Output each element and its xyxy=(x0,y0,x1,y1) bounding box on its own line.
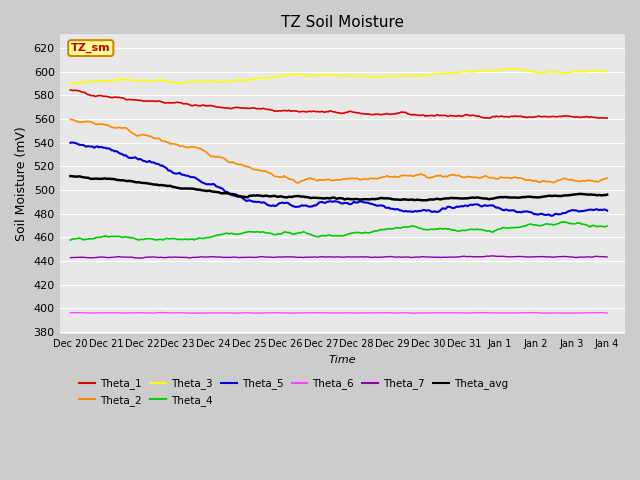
Theta_1 xyxy=(144,98,152,104)
Theta_7 xyxy=(393,254,401,260)
Theta_4 xyxy=(67,237,74,243)
Theta_7 xyxy=(67,255,74,261)
Theta_4 xyxy=(534,222,541,228)
Theta_avg xyxy=(391,197,399,203)
Line: Theta_4: Theta_4 xyxy=(70,222,607,240)
Theta_1 xyxy=(604,115,611,121)
Line: Theta_6: Theta_6 xyxy=(70,312,607,313)
Theta_4 xyxy=(391,225,399,231)
Theta_avg xyxy=(421,197,429,203)
Line: Theta_1: Theta_1 xyxy=(70,90,607,118)
Theta_6 xyxy=(510,310,518,316)
Theta_4 xyxy=(561,219,568,225)
Theta_3 xyxy=(146,78,154,84)
Theta_1 xyxy=(67,87,74,93)
Title: TZ Soil Moisture: TZ Soil Moisture xyxy=(281,15,404,30)
X-axis label: Time: Time xyxy=(328,355,356,365)
Theta_7 xyxy=(146,254,154,260)
Theta_1 xyxy=(163,100,171,106)
Theta_2 xyxy=(497,174,505,180)
Theta_3 xyxy=(164,79,172,85)
Line: Theta_5: Theta_5 xyxy=(70,143,607,216)
Theta_4 xyxy=(495,226,503,232)
Theta_5 xyxy=(393,206,401,212)
Theta_7 xyxy=(138,255,145,261)
Theta_7 xyxy=(510,254,518,260)
Theta_6 xyxy=(144,310,152,316)
Theta_7 xyxy=(537,253,545,259)
Theta_4 xyxy=(144,236,152,241)
Theta_avg xyxy=(144,180,152,186)
Theta_2 xyxy=(144,133,152,139)
Theta_3 xyxy=(507,66,515,72)
Theta_3 xyxy=(510,66,518,72)
Theta_6 xyxy=(499,310,506,316)
Theta_1 xyxy=(535,113,543,119)
Theta_3 xyxy=(497,67,505,72)
Theta_3 xyxy=(67,81,74,86)
Theta_2 xyxy=(67,117,74,122)
Theta_7 xyxy=(604,254,611,260)
Theta_2 xyxy=(163,140,171,145)
Y-axis label: Soil Moisture (mV): Soil Moisture (mV) xyxy=(15,127,28,241)
Text: TZ_sm: TZ_sm xyxy=(71,43,111,53)
Theta_3 xyxy=(537,70,545,75)
Theta_2 xyxy=(393,174,401,180)
Theta_2 xyxy=(294,180,302,186)
Theta_3 xyxy=(68,81,76,87)
Legend: Theta_1, Theta_2, Theta_3, Theta_4, Theta_5, Theta_6, Theta_7, Theta_avg: Theta_1, Theta_2, Theta_3, Theta_4, Thet… xyxy=(76,375,511,408)
Theta_1 xyxy=(508,113,516,119)
Theta_5 xyxy=(68,140,76,145)
Theta_2 xyxy=(604,175,611,181)
Line: Theta_avg: Theta_avg xyxy=(70,176,607,200)
Theta_1 xyxy=(486,115,494,121)
Theta_5 xyxy=(508,208,516,214)
Theta_6 xyxy=(158,310,166,315)
Line: Theta_2: Theta_2 xyxy=(70,120,607,183)
Theta_6 xyxy=(537,310,545,316)
Theta_avg xyxy=(604,192,611,197)
Theta_7 xyxy=(499,253,506,259)
Theta_1 xyxy=(497,113,505,119)
Theta_4 xyxy=(604,223,611,229)
Theta_6 xyxy=(604,310,611,316)
Line: Theta_7: Theta_7 xyxy=(70,256,607,258)
Theta_7 xyxy=(164,254,172,260)
Theta_4 xyxy=(163,236,171,241)
Theta_5 xyxy=(497,206,505,212)
Theta_2 xyxy=(508,175,516,181)
Theta_7 xyxy=(488,253,495,259)
Theta_5 xyxy=(67,140,74,146)
Theta_5 xyxy=(604,208,611,214)
Theta_6 xyxy=(233,311,241,316)
Theta_avg xyxy=(508,194,516,200)
Theta_5 xyxy=(535,212,543,217)
Theta_avg xyxy=(497,194,505,200)
Theta_6 xyxy=(67,310,74,316)
Theta_avg xyxy=(163,183,171,189)
Theta_3 xyxy=(604,69,611,74)
Theta_2 xyxy=(535,180,543,185)
Theta_6 xyxy=(164,310,172,316)
Theta_3 xyxy=(393,73,401,79)
Theta_4 xyxy=(507,225,515,230)
Theta_5 xyxy=(146,158,154,164)
Line: Theta_3: Theta_3 xyxy=(70,69,607,84)
Theta_5 xyxy=(164,168,172,174)
Theta_6 xyxy=(394,310,402,316)
Theta_5 xyxy=(548,213,556,219)
Theta_avg xyxy=(67,173,74,179)
Theta_1 xyxy=(391,111,399,117)
Theta_avg xyxy=(535,194,543,200)
